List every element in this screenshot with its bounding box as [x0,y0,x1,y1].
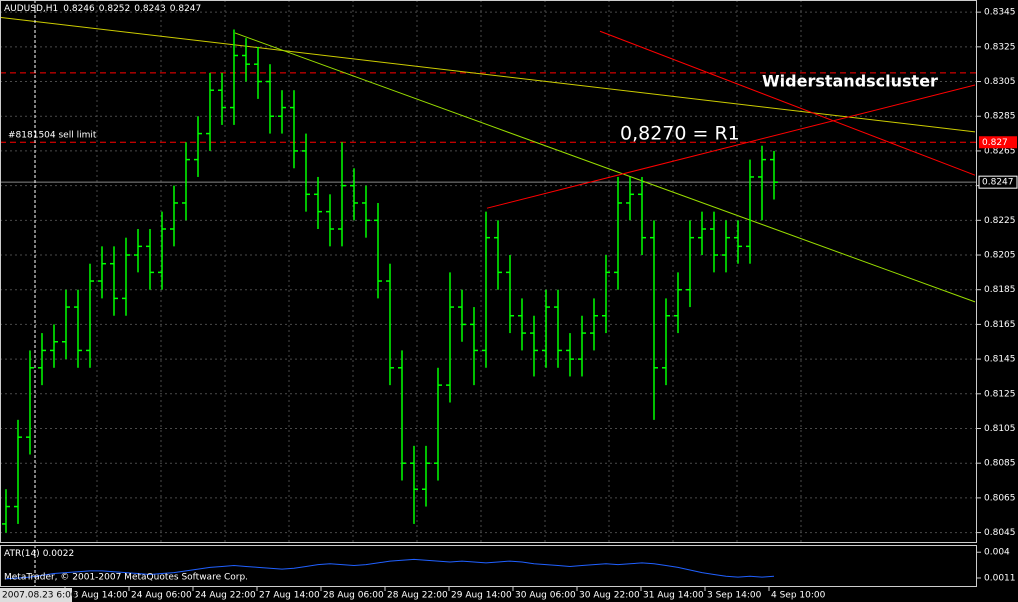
x-tick-label: 31 Aug 14:00 [643,591,704,601]
x-tick-label: 30 Aug 06:00 [515,591,576,601]
atr-current: 0.0022 [43,549,75,559]
current-label: 0.8247 [982,178,1014,188]
level-box [979,136,1017,149]
y-tick-label: 0.8345 [984,8,1016,18]
atr-frame [0,545,977,587]
header-open: 0.8246 [63,4,95,14]
atr-tick-label: 0.0011 [984,574,1016,584]
current-box [978,175,1018,189]
x-tick-label: 3 Sep 14:00 [707,591,762,601]
x-tick-label: 30 Aug 22:00 [579,591,640,601]
y-tick-label: 0.8045 [984,528,1016,538]
annotation: Widerstandscluster [762,72,938,91]
x-tick-label: 4 Sep 10:00 [771,591,826,601]
copyright: MetaTrader, © 2001-2007 MetaQuotes Softw… [4,573,248,583]
atr-line [5,558,775,580]
y-tick-label: 0.8285 [984,112,1016,122]
header-close: 0.8247 [170,4,202,14]
x-tick-label: 28 Aug 06:00 [323,591,384,601]
y-tick-label: 0.8265 [984,146,1016,156]
x-tick-label: 23 Aug 14:00 [67,591,128,601]
x-tick-label: 28 Aug 22:00 [387,591,448,601]
plot-frame [0,0,977,543]
y-tick-label: 0.8165 [984,320,1016,330]
y-tick-label: 0.8225 [984,216,1016,226]
trend-line [599,30,976,176]
trend-line [234,32,976,303]
x-tick-label: 27 Aug 14:00 [259,591,320,601]
y-tick-label: 0.8145 [984,355,1016,365]
level-label: 0.827 [982,138,1008,148]
header-high: 0.8252 [99,4,131,14]
cursor-box [0,588,72,602]
y-tick-label: 0.8105 [984,424,1016,434]
y-tick-label: 0.8065 [984,493,1016,503]
grid [0,0,977,543]
y-tick-label: 0.8125 [984,389,1016,399]
symbol: AUDUSD,H1 [4,4,58,14]
x-tick-label: 24 Aug 06:00 [131,591,192,601]
y-tick-label: 0.8205 [984,251,1016,261]
atr-window [5,558,775,580]
order-label: #8181504 sell limit [8,131,97,141]
trend-line [486,84,976,209]
atr-label: ATR(14) 0.0022 [4,549,74,559]
y-tick-label: 0.8305 [984,77,1016,87]
cursor-label: 2007.08.23 6:00 [2,591,77,601]
header-low: 0.8243 [134,4,166,14]
atr-name: ATR(14) [4,549,40,559]
annotation: 0,8270 = R1 [620,123,740,145]
plot-area [0,16,977,533]
y-tick-label: 0.8325 [984,42,1016,52]
y-tick-label: 0.8085 [984,459,1016,469]
atr-tick-label: 0.004 [984,548,1010,558]
header: AUDUSD,H1 0.8246 0.8252 0.8243 0.8247 [4,4,201,14]
y-tick-label: 0.8185 [984,285,1016,295]
x-tick-label: 24 Aug 22:00 [195,591,256,601]
x-tick-label: 29 Aug 14:00 [451,591,512,601]
